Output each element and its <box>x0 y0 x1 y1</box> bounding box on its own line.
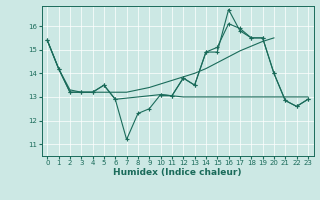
X-axis label: Humidex (Indice chaleur): Humidex (Indice chaleur) <box>113 168 242 177</box>
